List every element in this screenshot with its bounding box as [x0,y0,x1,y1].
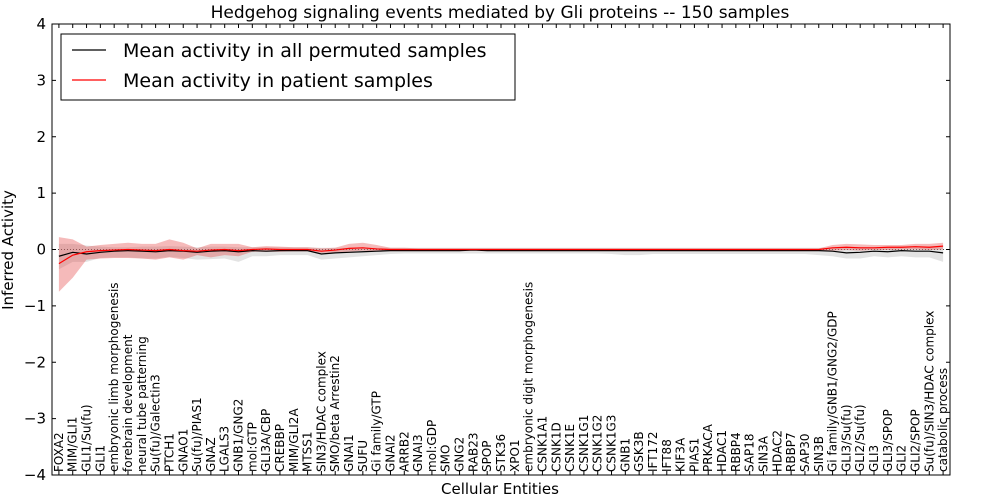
x-tick-label: IFT172 [646,432,660,472]
series-line-patient [58,245,944,265]
x-tick-label: LGALS3 [218,426,232,472]
x-axis: FOXA2 MIM/GLI1 GLI1/Su(fu) GLI1 embryonic li… [52,24,950,475]
x-tick-label: SIN3/HDAC complex [314,351,328,472]
x-tick-label: GSK3B [632,431,646,472]
x-tick-label: CSNK1E [563,424,577,472]
x-tick-label: embryonic digit morphogenesis [522,282,536,472]
x-tick-label: STK36 [494,434,508,472]
x-tick-label: Su(fu)/Galectin3 [149,374,163,472]
x-tick-label: MIM/GLI2A [287,408,301,472]
x-tick-label: IFT88 [660,439,674,472]
y-tick-label: 1 [36,184,46,202]
x-tick-label: PIAS1 [687,438,701,472]
x-tick-label: GLI3/SPOP [881,409,895,472]
x-tick-label: XPO1 [508,439,522,472]
x-tick-label: GNB1/GNG2 [232,399,246,472]
x-tick-label: SUFU [356,440,370,472]
x-tick-label: Gi family/GNB1/GNG2/GDP [826,311,840,472]
x-tick-label: PTCH1 [162,433,176,472]
x-tick-label: mol:GDP [425,420,439,472]
legend-label-patient: Mean activity in patient samples [123,70,433,92]
x-tick-label: GNAO1 [176,429,190,472]
x-tick-label: CSNK1G1 [577,415,591,472]
x-tick-label: SAP30 [798,433,812,472]
x-tick-label: GNAI2 [383,434,397,472]
y-tick-label: 4 [36,15,46,33]
x-tick-label: CSNK1G2 [591,415,605,472]
series-line-permuted [58,249,944,257]
x-tick-label: SIN3B [812,436,826,472]
y-tick-label: 0 [36,241,46,259]
x-tick-label: RBBP7 [784,432,798,472]
x-tick-label: GNB1 [618,438,632,472]
band-patient [58,237,944,292]
x-tick-label: GLI1 [93,445,107,472]
x-tick-label: RBBP4 [729,432,743,472]
x-tick-label: HDAC2 [770,430,784,472]
y-axis-label: Inferred Activity [0,190,17,310]
x-tick-label: PRKACA [701,423,715,472]
x-tick-label: KIF3A [674,437,688,472]
x-tick-label: mol:GTP [245,422,259,472]
legend-box [60,33,516,101]
x-tick-label: GNAZ [204,437,218,472]
x-tick-label: embryonic limb morphogenesis [107,282,121,472]
x-tick-label: SAP18 [743,433,757,472]
x-tick-label: SIN3A [756,435,770,472]
x-tick-label: CSNK1A1 [535,416,549,472]
x-tick-label: FOXA2 [52,432,66,472]
x-tick-label: neural tube patterning [135,336,149,472]
x-tick-label: forebrain development [121,334,135,472]
x-tick-label: CSNK1G3 [605,415,619,472]
plot-area [52,237,950,292]
x-tick-label: catabolic process [936,368,950,472]
x-tick-label: MTSS1 [301,431,315,472]
x-tick-label: RAB23 [466,432,480,472]
legend: Mean activity in all permuted samples Me… [60,33,516,101]
x-tick-label: MIM/GLI1 [66,417,80,472]
x-axis-label: Cellular Entities [441,480,559,498]
x-tick-label: SMO [439,445,453,472]
y-tick-label: 3 [36,71,46,89]
x-tick-label: GLI2 [895,445,909,472]
x-tick-label: SMO/beta Arrestin2 [328,355,342,472]
x-tick-label: GLI3A/CBP [259,409,273,472]
chart-title: Hedgehog signaling events mediated by Gl… [211,3,790,23]
x-tick-label: GNG2 [453,437,467,472]
y-tick-label: −2 [24,353,46,371]
x-tick-label: GLI2/SPOP [908,409,922,472]
y-axis: 4 3 2 1 0 −1 −2 −3 −4 [24,15,950,484]
x-tick-label: CSNK1D [549,422,563,472]
x-tick-label: CREBBP [273,424,287,472]
y-tick-label: −1 [24,297,46,315]
x-tick-label: GLI3 [867,445,881,472]
x-tick-label: SPOP [480,440,494,472]
x-tick-label: Gi family/GTP [370,391,384,472]
legend-label-permuted: Mean activity in all permuted samples [123,40,486,62]
x-tick-label: HDAC1 [715,430,729,472]
x-tick-label: GLI1/Su(fu) [80,404,94,472]
y-tick-label: −3 [24,410,46,428]
x-tick-label: GLI3/Su(fu) [839,404,853,472]
x-tick-label: Su(fu)/PIAS1 [190,397,204,472]
y-tick-label: −4 [24,466,46,484]
x-tick-label: Su(fu)/SIN3/HDAC complex [922,311,936,472]
x-tick-label: GNAI1 [342,434,356,472]
y-tick-label: 2 [36,128,46,146]
x-tick-label: ARRB2 [397,431,411,472]
x-tick-label: GNAI3 [411,434,425,472]
x-tick-label: GLI2/Su(fu) [853,404,867,472]
